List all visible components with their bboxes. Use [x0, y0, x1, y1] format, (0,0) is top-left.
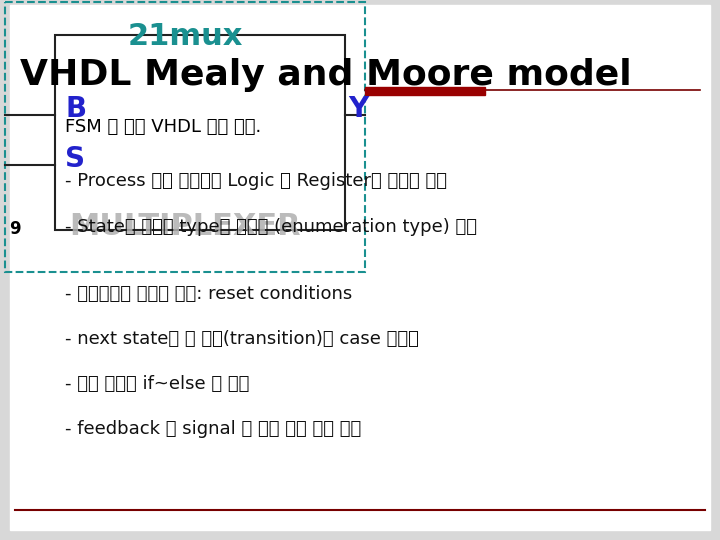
- Text: FSM 을 위한 VHDL 기술 방법.: FSM 을 위한 VHDL 기술 방법.: [65, 118, 261, 136]
- Text: S: S: [65, 145, 85, 173]
- Text: - State의 데이터 type은 열거형 (enumeration type) 사용: - State의 데이터 type은 열거형 (enumeration type…: [65, 218, 477, 236]
- Text: Y: Y: [348, 95, 368, 123]
- Text: - feedback 엔 signal 과 변수 모두 사용 가능: - feedback 엔 signal 과 변수 모두 사용 가능: [65, 420, 361, 438]
- Text: - Process 문을 이용하여 Logic 및 Register의 동작을 표시: - Process 문을 이용하여 Logic 및 Register의 동작을 …: [65, 172, 447, 190]
- Bar: [5, 2, 365, 272]
- Text: B: B: [65, 95, 86, 123]
- Text: MULTIPLEXER: MULTIPLEXER: [69, 212, 301, 241]
- Text: 9: 9: [9, 220, 21, 238]
- Text: 21mux: 21mux: [127, 22, 243, 51]
- Bar: [365, 87, 485, 95]
- Text: VHDL Mealy and Moore model: VHDL Mealy and Moore model: [20, 58, 631, 92]
- Text: - 입력 조건은 if~else 을 사용: - 입력 조건은 if~else 을 사용: [65, 375, 249, 393]
- Text: - 초기상태를 반드시 규정: reset conditions: - 초기상태를 반드시 규정: reset conditions: [65, 285, 352, 303]
- Bar: [55, 35, 345, 230]
- Text: - next state로 의 전이(transition)은 case 문사용: - next state로 의 전이(transition)은 case 문사용: [65, 330, 419, 348]
